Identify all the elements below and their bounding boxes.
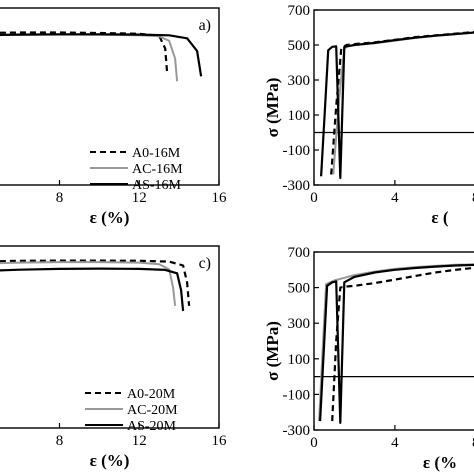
series-line-d-as-20m xyxy=(319,263,474,424)
y-tick-label-b: 500 xyxy=(288,38,311,54)
y-tick-label-d: 500 xyxy=(288,281,311,297)
x-axis-title-d: ε (% xyxy=(423,453,457,472)
series-line-b-as-16m xyxy=(320,31,474,180)
y-tick-label-d: 300 xyxy=(288,316,311,332)
y-tick-label-d: 100 xyxy=(288,352,311,368)
x-tick-label-b: 4 xyxy=(391,190,399,206)
x-tick-label-d: 4 xyxy=(391,435,399,451)
panel-label-c: c) xyxy=(199,255,211,272)
series-line-c-ac-20m xyxy=(0,261,177,306)
legend-label-a: A0-16M xyxy=(132,146,181,161)
legend-label-a: AC-16M xyxy=(132,162,183,177)
y-tick-label-d: 700 xyxy=(288,245,311,261)
legend-label-c: AS-20M xyxy=(127,419,177,434)
x-tick-label-d: 8 xyxy=(472,435,474,451)
series-line-b-a0-16m xyxy=(330,30,474,175)
y-tick-label-b: 300 xyxy=(288,73,311,89)
y-tick-label-b: -300 xyxy=(283,178,311,194)
y-axis-title-b: σ (MPa) xyxy=(263,78,282,138)
x-axis-title-c: ε (%) xyxy=(90,451,130,470)
series-line-b-ac-16m xyxy=(332,31,474,175)
legend-label-a: AS-16M xyxy=(132,178,182,193)
series-line-a-as-16m xyxy=(0,33,203,77)
x-tick-label-d: 0 xyxy=(310,435,318,451)
series-line-a-ac-16m xyxy=(0,33,179,82)
legend-label-c: A0-20M xyxy=(127,387,176,402)
panel-d xyxy=(313,251,474,431)
series-line-a-a0-16m xyxy=(0,31,169,74)
x-axis-title-a: ε (%) xyxy=(90,208,130,227)
panel-c xyxy=(0,245,220,429)
y-tick-label-b: 100 xyxy=(288,108,311,124)
y-tick-label-b: 700 xyxy=(288,3,311,19)
series-line-d-a0-20m xyxy=(331,266,474,422)
plot-frame-b xyxy=(313,9,474,186)
series-line-c-a0-20m xyxy=(0,259,191,306)
x-tick-label-a: 8 xyxy=(56,190,64,206)
x-tick-label-c: 8 xyxy=(56,433,64,449)
y-axis-title-d: σ (MPa) xyxy=(263,321,282,381)
x-tick-label-a: 12 xyxy=(132,190,147,206)
x-tick-label-b: 8 xyxy=(472,190,474,206)
y-tick-label-d: -300 xyxy=(283,423,311,439)
panel-a xyxy=(0,7,220,186)
x-tick-label-a: 16 xyxy=(212,190,228,206)
x-axis-title-b: ε ( xyxy=(431,208,449,227)
x-tick-label-c: 16 xyxy=(212,433,228,449)
x-tick-label-b: 0 xyxy=(310,190,318,206)
series-line-c-as-20m xyxy=(0,267,185,312)
plot-frame-c xyxy=(0,245,220,429)
y-tick-label-d: -100 xyxy=(283,387,311,403)
plot-frame-d xyxy=(313,251,474,431)
legend-label-c: AC-20M xyxy=(127,403,178,418)
panel-label-a: a) xyxy=(199,17,211,34)
x-tick-label-c: 12 xyxy=(132,433,147,449)
panel-b xyxy=(313,9,474,186)
y-tick-label-b: -100 xyxy=(283,143,311,159)
